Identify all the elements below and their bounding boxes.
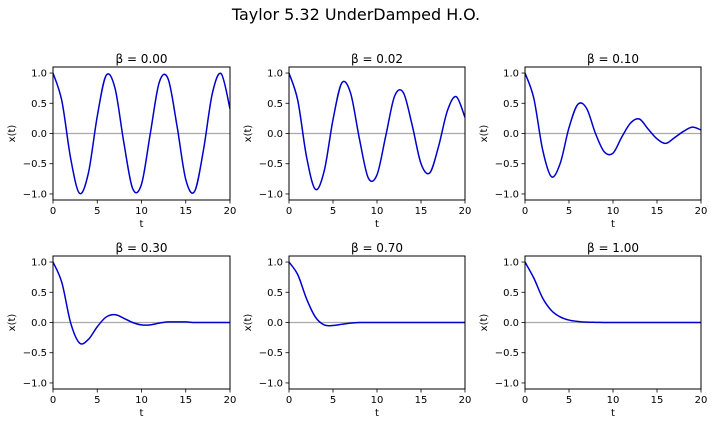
y-tick-label: 0.5 <box>503 288 519 299</box>
y-axis-label: x(t) <box>479 314 490 332</box>
y-tick-label: 0.0 <box>31 318 47 329</box>
y-tick-label: 1.0 <box>503 69 519 80</box>
subplot-title: β = 0.02 <box>351 52 403 66</box>
x-tick-label: 10 <box>371 206 384 217</box>
series-line <box>525 261 701 324</box>
x-tick-label: 10 <box>135 206 148 217</box>
x-tick-label: 0 <box>50 206 56 217</box>
x-tick-label: 0 <box>286 206 292 217</box>
series-line <box>53 72 230 195</box>
x-tick-label: 5 <box>566 395 572 406</box>
subplot: 0 5 10 15 20 1.0 0.5 0.0 −0.5 −1.0 β = 0.00 t x(t) <box>7 52 236 230</box>
x-tick-label: 15 <box>179 206 192 217</box>
series-line <box>525 72 701 178</box>
y-tick-label: 0.0 <box>503 318 519 329</box>
x-tick-label: 10 <box>135 395 148 406</box>
y-tick-label: 0.0 <box>267 318 283 329</box>
subplot: 0 5 10 15 20 1.0 0.5 0.0 −0.5 −1.0 β = 0.10 t x(t) <box>479 52 707 230</box>
subplot-title: β = 0.10 <box>587 52 639 66</box>
x-tick-label: 15 <box>415 395 428 406</box>
subplot-title: β = 0.70 <box>351 241 403 255</box>
y-tick-label: −1.0 <box>259 189 283 200</box>
x-tick-label: 15 <box>651 206 664 217</box>
x-axis-label: t <box>140 408 144 419</box>
x-tick-label: 15 <box>651 395 664 406</box>
y-tick-label: 0.5 <box>31 99 47 110</box>
y-axis-label: x(t) <box>7 314 18 332</box>
subplot: 0 5 10 15 20 1.0 0.5 0.0 −0.5 −1.0 β = 0.70 t x(t) <box>243 241 471 419</box>
x-tick-label: 0 <box>286 395 292 406</box>
y-tick-label: −0.5 <box>259 159 283 170</box>
subplot-title: β = 1.00 <box>587 241 639 255</box>
x-tick-label: 20 <box>224 395 237 406</box>
x-tick-label: 10 <box>607 206 620 217</box>
x-tick-label: 5 <box>566 206 572 217</box>
x-tick-label: 10 <box>607 395 620 406</box>
x-tick-label: 0 <box>522 206 528 217</box>
x-tick-label: 15 <box>179 395 192 406</box>
y-tick-label: 1.0 <box>503 258 519 269</box>
x-axis-label: t <box>140 219 144 230</box>
y-tick-label: 1.0 <box>31 69 47 80</box>
y-tick-label: 0.0 <box>31 129 47 140</box>
series-line <box>289 72 465 191</box>
y-axis-label: x(t) <box>7 125 18 143</box>
y-tick-label: −0.5 <box>495 159 519 170</box>
x-axis-label: t <box>375 408 379 419</box>
x-axis-label: t <box>375 219 379 230</box>
y-tick-label: 1.0 <box>267 69 283 80</box>
y-tick-label: −1.0 <box>495 189 519 200</box>
y-tick-label: 0.0 <box>267 129 283 140</box>
x-tick-label: 5 <box>330 206 336 217</box>
y-tick-label: −1.0 <box>23 378 47 389</box>
series-line <box>289 261 465 327</box>
y-tick-label: 0.5 <box>267 288 283 299</box>
y-tick-label: −1.0 <box>495 378 519 389</box>
y-tick-label: −1.0 <box>259 378 283 389</box>
x-axis-label: t <box>611 408 615 419</box>
subplot-title: β = 0.30 <box>115 241 167 255</box>
x-tick-label: 20 <box>224 206 237 217</box>
x-tick-label: 5 <box>330 395 336 406</box>
y-tick-label: 1.0 <box>31 258 47 269</box>
y-axis-label: x(t) <box>243 314 254 332</box>
y-axis-label: x(t) <box>243 125 254 143</box>
subplot: 0 5 10 15 20 1.0 0.5 0.0 −0.5 −1.0 β = 0.02 t x(t) <box>243 52 471 230</box>
x-axis-label: t <box>611 219 615 230</box>
x-tick-label: 20 <box>459 395 472 406</box>
x-tick-label: 15 <box>415 206 428 217</box>
x-tick-label: 5 <box>94 206 100 217</box>
x-tick-label: 20 <box>695 206 708 217</box>
y-tick-label: 0.5 <box>31 288 47 299</box>
y-axis-label: x(t) <box>479 125 490 143</box>
y-tick-label: 0.5 <box>503 99 519 110</box>
subplot: 0 5 10 15 20 1.0 0.5 0.0 −0.5 −1.0 β = 1.00 t x(t) <box>479 241 707 419</box>
x-tick-label: 0 <box>522 395 528 406</box>
x-tick-label: 10 <box>371 395 384 406</box>
series-line <box>53 261 230 345</box>
y-tick-label: 1.0 <box>267 258 283 269</box>
subplot-title: β = 0.00 <box>115 52 167 66</box>
x-tick-label: 0 <box>50 395 56 406</box>
x-tick-label: 20 <box>695 395 708 406</box>
subplot: 0 5 10 15 20 1.0 0.5 0.0 −0.5 −1.0 β = 0.30 t x(t) <box>7 241 236 419</box>
figure-title: Taylor 5.32 UnderDamped H.O. <box>231 5 480 24</box>
y-tick-label: 0.5 <box>267 99 283 110</box>
y-tick-label: −0.5 <box>259 348 283 359</box>
y-tick-label: −0.5 <box>23 159 47 170</box>
y-tick-label: −0.5 <box>23 348 47 359</box>
y-tick-label: −1.0 <box>23 189 47 200</box>
x-tick-label: 20 <box>459 206 472 217</box>
y-tick-label: −0.5 <box>495 348 519 359</box>
y-tick-label: 0.0 <box>503 129 519 140</box>
x-tick-label: 5 <box>94 395 100 406</box>
